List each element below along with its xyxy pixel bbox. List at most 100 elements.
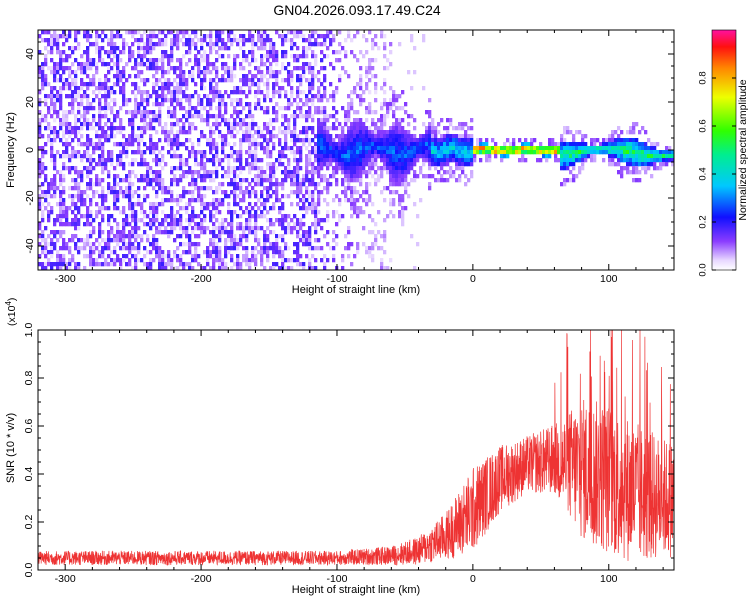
spectrogram-cell xyxy=(392,98,396,103)
spectrogram-cell xyxy=(179,118,183,123)
spectrogram-cell xyxy=(584,134,588,139)
spectrogram-cell xyxy=(221,258,225,263)
spectrogram-cell xyxy=(98,210,102,215)
spectrogram-cell xyxy=(71,218,75,223)
spectrogram-cell xyxy=(518,146,522,151)
spectrogram-cell xyxy=(254,218,258,223)
spectrogram-cell xyxy=(176,178,180,183)
spectrogram-cell xyxy=(293,98,297,103)
spectrogram-cell xyxy=(155,242,159,247)
spectrogram-cell xyxy=(422,138,426,143)
spectrogram-cell xyxy=(383,166,387,171)
spectrogram-cell xyxy=(287,162,291,167)
spectrogram-cell xyxy=(50,194,54,199)
spectrogram-cell xyxy=(128,170,132,175)
spectrogram-cell xyxy=(359,158,363,163)
spectrogram-cell xyxy=(230,30,234,35)
spectrogram-cell xyxy=(515,150,519,155)
spectrogram-cell xyxy=(296,30,300,35)
spectrogram-cell xyxy=(188,74,192,79)
spectrogram-cell xyxy=(284,34,288,39)
spectrogram-cell xyxy=(290,230,294,235)
spectrogram-cell xyxy=(371,246,375,251)
spectrogram-cell xyxy=(302,262,306,267)
spectrogram-cell xyxy=(590,158,594,163)
spectrogram-cell xyxy=(230,98,234,103)
spectrogram-cell xyxy=(326,258,330,263)
spectrogram-cell xyxy=(248,182,252,187)
spectrogram-cell xyxy=(359,150,363,155)
spectrogram-cell xyxy=(605,138,609,143)
spectrogram-cell xyxy=(260,190,264,195)
spectrogram-cell xyxy=(209,146,213,151)
spectrogram-cell xyxy=(53,138,57,143)
spectrogram-cell xyxy=(188,70,192,75)
spectrogram-cell xyxy=(410,34,414,39)
spectrogram-cell xyxy=(44,118,48,123)
spectrogram-cell xyxy=(62,242,66,247)
spectrogram-cell xyxy=(98,78,102,83)
spectrogram-cell xyxy=(290,86,294,91)
spectrogram-cell xyxy=(410,134,414,139)
spectrogram-cell xyxy=(125,78,129,83)
spectrogram-cell xyxy=(281,250,285,255)
spectrogram-cell xyxy=(152,102,156,107)
spectrogram-cell xyxy=(71,126,75,131)
spectrogram-cell xyxy=(632,126,636,131)
spectrogram-cell xyxy=(449,138,453,143)
spectrogram-cell xyxy=(134,210,138,215)
spectrogram-cell xyxy=(236,130,240,135)
spectrogram-cell xyxy=(254,226,258,231)
spectrogram-cell xyxy=(47,82,51,87)
spectrogram-cell xyxy=(59,66,63,71)
spectrogram-cell xyxy=(110,250,114,255)
spectrogram-cell xyxy=(284,246,288,251)
spectrogram-cell xyxy=(281,50,285,55)
spectrogram-cell xyxy=(392,150,396,155)
spectrogram-cell xyxy=(350,146,354,151)
spectrogram-cell xyxy=(104,194,108,199)
spectrogram-cell xyxy=(635,142,639,147)
spectrogram-cell xyxy=(365,66,369,71)
spectrogram-cell xyxy=(632,166,636,171)
spectrogram-cell xyxy=(344,138,348,143)
spectrogram-cell xyxy=(257,34,261,39)
spectrogram-cell xyxy=(239,122,243,127)
spectrogram-cell xyxy=(44,150,48,155)
spectrogram-cell xyxy=(362,142,366,147)
spectrogram-cell xyxy=(422,158,426,163)
spectrogram-cell xyxy=(197,254,201,259)
spectrogram-cell xyxy=(95,70,99,75)
spectrogram-cell xyxy=(131,158,135,163)
spectrogram-cell xyxy=(140,110,144,115)
spectrogram-cell xyxy=(413,134,417,139)
spectrogram-cell xyxy=(188,170,192,175)
spectrogram-cell xyxy=(302,34,306,39)
spectrogram-cell xyxy=(641,150,645,155)
spectrogram-cell xyxy=(74,34,78,39)
spectrogram-cell xyxy=(158,246,162,251)
spectrogram-cell xyxy=(239,182,243,187)
spectrogram-cell xyxy=(74,94,78,99)
spectrogram-cell xyxy=(254,258,258,263)
spectrogram-cell xyxy=(413,70,417,75)
spectrogram-cell xyxy=(143,222,147,227)
spectrogram-cell xyxy=(149,122,153,127)
spectrogram-cell xyxy=(191,74,195,79)
spectrogram-cell xyxy=(293,122,297,127)
spectrogram-cell xyxy=(461,154,465,159)
spectrogram-cell xyxy=(368,58,372,63)
spectrogram-cell xyxy=(671,150,675,155)
spectrogram-cell xyxy=(110,262,114,267)
spectrogram-cell xyxy=(236,110,240,115)
spectrogram-cell xyxy=(50,98,54,103)
spectrogram-cell xyxy=(659,150,663,155)
spectrogram-cell xyxy=(353,130,357,135)
spectrogram-cell xyxy=(176,246,180,251)
spectrogram-cell xyxy=(320,218,324,223)
spectrogram-cell xyxy=(179,162,183,167)
spectrogram-cell xyxy=(269,170,273,175)
spectrogram-cell xyxy=(215,118,219,123)
spectrogram-cell xyxy=(107,150,111,155)
spectrogram-cell xyxy=(104,162,108,167)
